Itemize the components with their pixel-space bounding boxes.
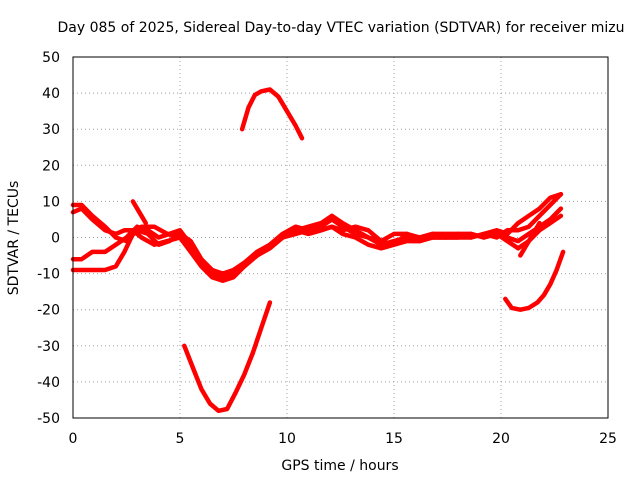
y-tick-label: -40: [37, 375, 60, 391]
y-tick-label: 40: [42, 86, 60, 102]
x-tick-label: 20: [492, 431, 510, 447]
x-tick-labels: 0 5 10 15 20 25: [69, 431, 617, 447]
series-layer: [70, 87, 566, 414]
x-tick-label: 15: [385, 431, 403, 447]
y-tick-label: -10: [37, 267, 60, 283]
y-tick-label: 0: [51, 231, 60, 247]
series-arc-high-peak: [239, 87, 305, 141]
y-tick-labels: -50 -40 -30 -20 -10 0 10 20 30 40 50: [37, 50, 60, 427]
plot-frame: [72, 56, 609, 419]
y-tick-label: 30: [42, 122, 60, 138]
y-tick-label: 10: [42, 194, 60, 210]
x-tick-label: 0: [69, 431, 78, 447]
y-tick-label: -50: [37, 411, 60, 427]
y-tick-label: 20: [42, 158, 60, 174]
series-arc-deep-trough: [182, 300, 273, 414]
series-arc-main-c: [70, 213, 564, 276]
series-arc-late-negative: [503, 249, 566, 312]
y-tick-label: -30: [37, 339, 60, 355]
y-tick-label: 50: [42, 50, 60, 66]
y-tick-label: -20: [37, 303, 60, 319]
series-arc-late-rise: [518, 220, 542, 258]
series-arc-main-d: [70, 191, 564, 276]
x-axis-label: GPS time / hours: [281, 458, 398, 474]
x-tick-label: 5: [176, 431, 185, 447]
x-tick-label: 25: [599, 431, 617, 447]
chart-title: Day 085 of 2025, Sidereal Day-to-day VTE…: [58, 20, 625, 36]
x-tick-label: 10: [278, 431, 296, 447]
series-arc-early-rise: [130, 199, 149, 226]
y-axis-label: SDTVAR / TECUs: [6, 181, 22, 296]
